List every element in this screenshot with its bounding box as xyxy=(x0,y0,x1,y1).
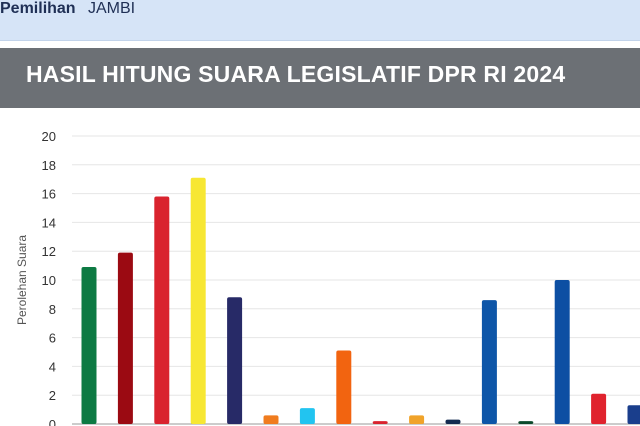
region-value[interactable]: JAMBI xyxy=(88,0,136,17)
bar xyxy=(409,415,425,424)
y-tick-label: 12 xyxy=(42,244,56,259)
y-tick-label: 20 xyxy=(42,129,56,144)
bar xyxy=(372,421,388,424)
y-tick-label: 18 xyxy=(42,158,56,173)
bar xyxy=(81,267,97,424)
y-axis-label: Perolehan Suara xyxy=(15,235,29,325)
bar xyxy=(554,280,570,424)
bar xyxy=(154,196,170,424)
y-tick-label: 8 xyxy=(49,302,56,317)
y-tick-label: 2 xyxy=(49,388,56,403)
bar xyxy=(627,405,640,424)
bar xyxy=(336,350,352,424)
bar-chart: 0 2 4 6 8 10 12 14 16 18 20 Perolehan Suara xyxy=(15,129,640,426)
y-tick-label: 10 xyxy=(42,273,56,288)
bar xyxy=(117,252,133,424)
election-label: Pemilihan xyxy=(0,0,76,17)
bar xyxy=(591,393,607,424)
y-tick-label: 16 xyxy=(42,187,56,202)
bar xyxy=(263,415,279,424)
y-tick-label: 14 xyxy=(42,215,56,230)
chart-title: HASIL HITUNG SUARA LEGISLATIF DPR RI 202… xyxy=(26,61,566,87)
chart-area: 0 2 4 6 8 10 12 14 16 18 20 Perolehan Suara xyxy=(0,112,640,426)
top-bar: Pemilihan JAMBI xyxy=(0,0,640,41)
y-tick-label: 4 xyxy=(49,359,56,374)
bar xyxy=(518,421,534,424)
bar xyxy=(190,177,206,424)
bar xyxy=(299,408,315,424)
bar xyxy=(445,419,461,424)
y-tick-label: 6 xyxy=(49,331,56,346)
title-banner: HASIL HITUNG SUARA LEGISLATIF DPR RI 202… xyxy=(0,48,640,108)
y-tick-label: 0 xyxy=(49,417,56,426)
bar xyxy=(227,297,243,424)
bar xyxy=(481,300,497,424)
